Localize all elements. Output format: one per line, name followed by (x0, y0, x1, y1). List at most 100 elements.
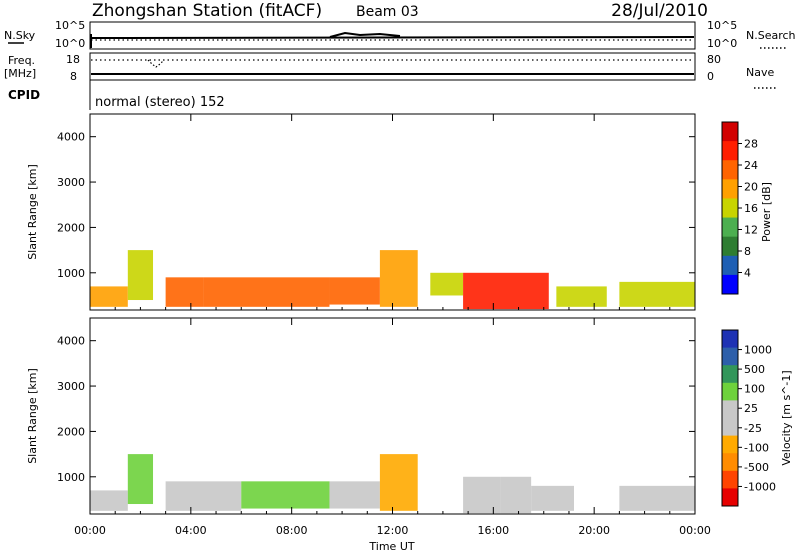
echo-region (127, 250, 154, 301)
nsearch-tick-top: 10^5 (707, 19, 737, 32)
beam-label: Beam 03 (356, 4, 419, 20)
velocity-colorbar-frame (721, 329, 739, 507)
echo-region (619, 281, 695, 307)
nave-tick-top: 80 (707, 53, 721, 66)
colorbar-swatch (722, 122, 738, 142)
echo-region (619, 485, 695, 511)
colorbar-tick-label: 8 (744, 245, 751, 258)
colorbar-swatch (722, 488, 738, 507)
x-tick-label: 00:00 (74, 524, 106, 537)
colorbar-swatch (722, 141, 738, 161)
colorbar-swatch (722, 470, 738, 489)
velocity-colorbar-swatches (722, 330, 738, 507)
echo-region (90, 490, 128, 511)
cpid-label: CPID (8, 88, 40, 102)
echo-region (463, 272, 549, 310)
velocity-ylabel: Slant Range [km] (26, 368, 39, 464)
echo-region (531, 485, 574, 511)
velocity-colorbar: 1000 500 100 25 -25 -100 -500 -1000 Velocity [m… (721, 329, 793, 507)
colorbar-swatch (722, 179, 738, 199)
nsky-trace-bump (329, 31, 401, 38)
colorbar-swatch (722, 382, 738, 401)
nsky-tick-bottom: 10^0 (55, 37, 85, 50)
echo-region (329, 481, 380, 509)
colorbar-tick-label: 24 (744, 159, 758, 172)
colorbar-tick-label: 500 (744, 363, 765, 376)
y-tick-label: 4000 (57, 335, 85, 348)
colorbar-swatch (722, 435, 738, 454)
cpid-mode: normal (stereo) 152 (95, 95, 225, 110)
nave-dip (147, 59, 165, 68)
colorbar-tick-label: -1000 (744, 480, 776, 493)
date-label: 28/Jul/2010 (611, 1, 708, 21)
y-tick-label: 1000 (57, 471, 85, 484)
colorbar-tick-label: 25 (744, 402, 758, 415)
power-colorbar-swatches (722, 122, 738, 295)
echo-region (556, 286, 607, 307)
x-tick-label: 04:00 (175, 524, 207, 537)
velocity-colorbar-label: Velocity [m s^-1] (780, 370, 793, 465)
time-axis-label: Time UT (368, 540, 414, 553)
power-colorbar: 4 8 12 16 20 24 28 Power [dB] (721, 121, 773, 295)
colorbar-tick-label: -500 (744, 461, 769, 474)
velocity-panel: 1000 2000 3000 4000 00:00 04:00 08:00 12:00 16:… (26, 317, 711, 553)
colorbar-swatch (722, 160, 738, 180)
x-tick-label: 20:00 (578, 524, 610, 537)
colorbar-swatch (722, 236, 738, 257)
colorbar-swatch (722, 274, 738, 295)
colorbar-swatch (722, 217, 738, 238)
nsky-trace (90, 36, 695, 39)
colorbar-tick-label: 12 (744, 224, 758, 237)
echo-region (500, 476, 532, 514)
echo-region (165, 481, 242, 511)
echo-region (127, 454, 154, 505)
power-y-axis: 1000 2000 3000 4000 (57, 131, 695, 280)
power-colorbar-label: Power [dB] (760, 182, 773, 242)
echo-region (329, 277, 380, 305)
colorbar-tick-label: 20 (744, 181, 758, 194)
colorbar-tick-label: 4 (744, 267, 751, 280)
colorbar-tick-label: 100 (744, 383, 765, 396)
colorbar-swatch (722, 347, 738, 366)
y-tick-label: 4000 (57, 131, 85, 144)
nsky-label: N.Sky (4, 29, 36, 42)
echo-region (430, 272, 464, 296)
colorbar-swatch (722, 418, 738, 437)
colorbar-swatch (722, 400, 738, 419)
x-tick-label: 08:00 (276, 524, 308, 537)
echo-region (379, 454, 418, 511)
freq-tick-bottom: 8 (70, 70, 77, 83)
nsearch-tick-bottom: 10^0 (707, 37, 737, 50)
power-x-axis (89, 114, 696, 310)
colorbar-swatch (722, 198, 738, 219)
echo-region (165, 277, 204, 307)
y-tick-label: 2000 (57, 425, 85, 438)
colorbar-swatch (722, 453, 738, 472)
echo-region (90, 286, 128, 307)
nave-label: Nave (746, 66, 774, 79)
freq-tick-top: 18 (66, 53, 80, 66)
cpid-area: CPID normal (stereo) 152 (8, 80, 225, 110)
power-panel: 1000 2000 3000 4000 Slant Range [km] (26, 113, 696, 311)
velocity-x-axis: 00:00 04:00 08:00 12:00 16:00 20:00 00:00 (74, 318, 711, 537)
velocity-colorbar-ticks: 1000 500 100 25 -25 -100 -500 -1000 (738, 344, 776, 493)
echo-region (463, 476, 501, 514)
power-echoes (90, 250, 695, 310)
noise-strip: N.Sky 10^5 10^0 10^5 10^0 N.Search (4, 19, 796, 50)
colorbar-tick-label: -25 (744, 422, 762, 435)
freq-label: Freq. (8, 54, 35, 67)
x-tick-label: 16:00 (477, 524, 509, 537)
y-tick-label: 1000 (57, 267, 85, 280)
colorbar-tick-label: 16 (744, 202, 758, 215)
nsearch-label: N.Search (746, 29, 796, 42)
freq-strip-frame (89, 52, 696, 81)
y-tick-label: 3000 (57, 176, 85, 189)
power-colorbar-ticks: 4 8 12 16 20 24 28 (738, 138, 758, 280)
nave-tick-bottom: 0 (707, 70, 714, 83)
echo-region (203, 277, 330, 307)
colorbar-swatch (722, 255, 738, 276)
echo-region (379, 250, 418, 307)
power-ylabel: Slant Range [km] (26, 164, 39, 260)
y-tick-label: 2000 (57, 221, 85, 234)
